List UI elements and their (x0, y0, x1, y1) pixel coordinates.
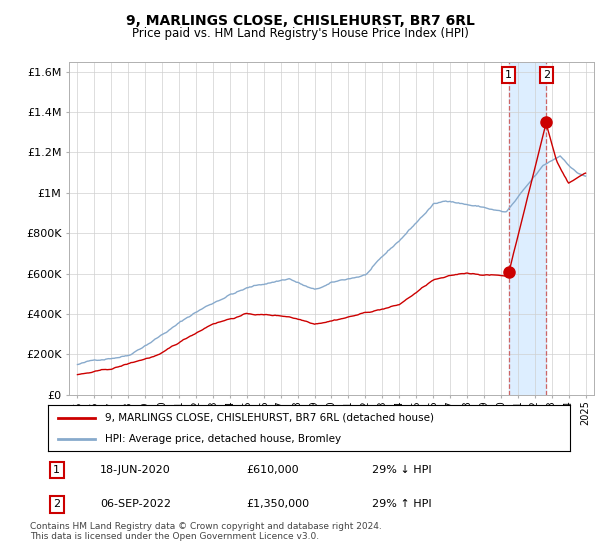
Text: HPI: Average price, detached house, Bromley: HPI: Average price, detached house, Brom… (106, 435, 341, 444)
Text: Contains HM Land Registry data © Crown copyright and database right 2024.
This d: Contains HM Land Registry data © Crown c… (30, 522, 382, 542)
Bar (509, 62, 546, 395)
Text: 06-SEP-2022: 06-SEP-2022 (100, 500, 171, 510)
Text: 29% ↓ HPI: 29% ↓ HPI (371, 465, 431, 475)
Text: 2: 2 (53, 500, 61, 510)
Text: 29% ↑ HPI: 29% ↑ HPI (371, 500, 431, 510)
Text: 18-JUN-2020: 18-JUN-2020 (100, 465, 171, 475)
Text: 1: 1 (505, 70, 512, 80)
Text: £610,000: £610,000 (247, 465, 299, 475)
Text: 1: 1 (53, 465, 60, 475)
Text: 9, MARLINGS CLOSE, CHISLEHURST, BR7 6RL: 9, MARLINGS CLOSE, CHISLEHURST, BR7 6RL (125, 14, 475, 28)
Text: £1,350,000: £1,350,000 (247, 500, 310, 510)
Text: Price paid vs. HM Land Registry's House Price Index (HPI): Price paid vs. HM Land Registry's House … (131, 27, 469, 40)
Text: 2: 2 (542, 70, 550, 80)
Text: 9, MARLINGS CLOSE, CHISLEHURST, BR7 6RL (detached house): 9, MARLINGS CLOSE, CHISLEHURST, BR7 6RL … (106, 413, 434, 423)
